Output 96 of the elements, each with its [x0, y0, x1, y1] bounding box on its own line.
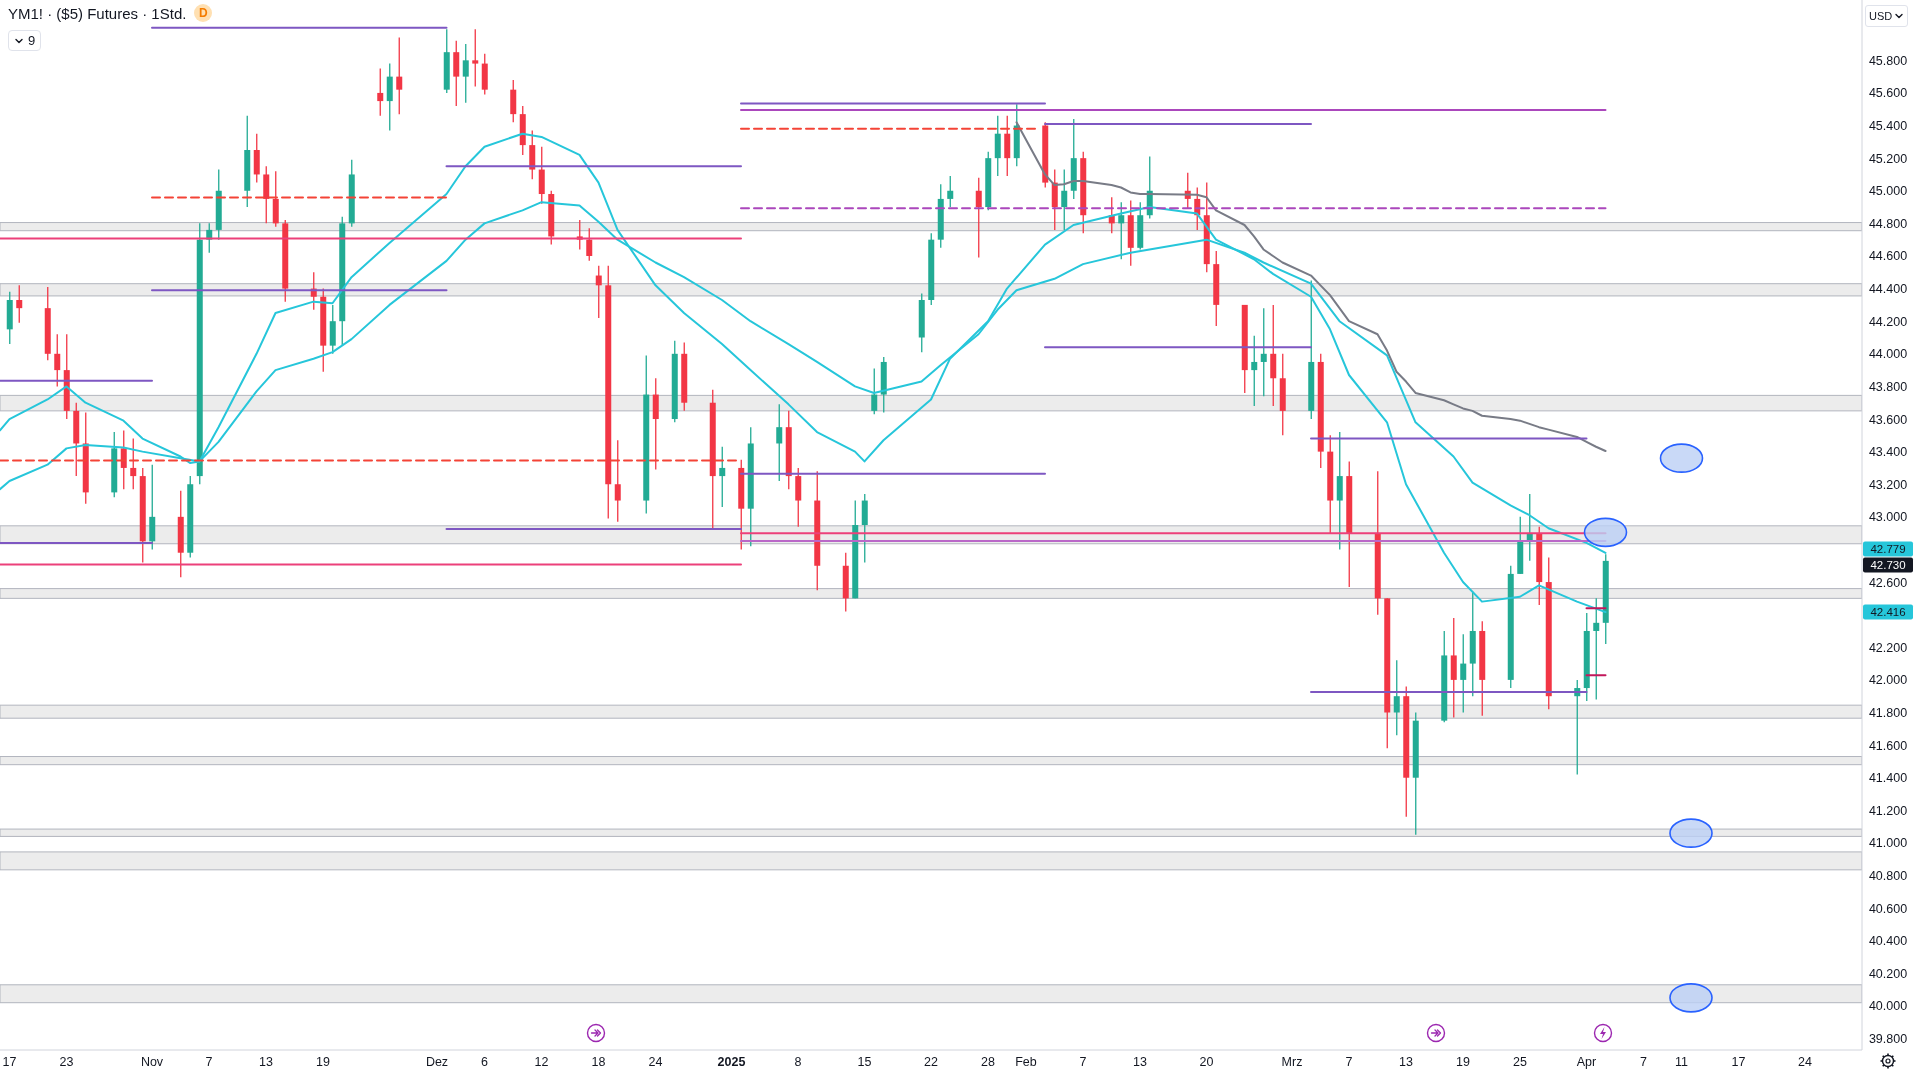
x-tick-label: 19: [316, 1055, 330, 1069]
candlestick: [120, 429, 127, 490]
candlestick: [614, 439, 621, 523]
y-tick-label: 44.000: [1868, 347, 1908, 362]
y-tick-label: 42.200: [1868, 640, 1908, 655]
x-tick-label: 15: [857, 1055, 872, 1069]
y-tick-label: 45.000: [1868, 184, 1908, 199]
y-tick-label: 41.600: [1868, 738, 1908, 753]
x-tick-label: 13: [1399, 1055, 1413, 1069]
y-tick-label: 41.400: [1868, 771, 1908, 786]
x-tick-label: 7: [1079, 1055, 1087, 1069]
y-tick-label: 40.200: [1868, 966, 1908, 981]
y-tick-label: 40.000: [1868, 999, 1908, 1014]
y-tick-label: 41.800: [1868, 706, 1908, 720]
y-tick-label: 39.800: [1868, 1032, 1908, 1047]
x-tick-label: 19: [1456, 1055, 1470, 1069]
y-tick-label: 42.600: [1868, 575, 1908, 590]
y-tick-label: 44.200: [1868, 314, 1908, 329]
candlestick: [776, 403, 783, 482]
x-tick-label: 11: [1675, 1055, 1689, 1069]
candlestick: [1460, 633, 1467, 714]
x-tick-label: Nov: [140, 1055, 164, 1069]
candlestick: [54, 333, 61, 388]
y-tick-label: 41.000: [1868, 836, 1908, 851]
currency-button: USD: [1865, 5, 1909, 27]
candlestick: [396, 36, 403, 115]
candlestick: [975, 177, 982, 259]
y-tick-label: 42.779: [1870, 542, 1906, 555]
x-tick-label: 17: [2, 1055, 17, 1069]
y-tick-label: 43.600: [1868, 412, 1908, 427]
x-tick-label: Mrz: [1281, 1055, 1303, 1069]
x-tick-label: 25: [1513, 1055, 1527, 1069]
y-tick-label: 42.000: [1868, 673, 1908, 688]
x-tick-label: 22: [924, 1055, 938, 1069]
candlestick: [586, 227, 593, 262]
y-tick-label: 44.800: [1868, 216, 1908, 231]
candlestick: [947, 175, 954, 208]
y-tick-label: 43.200: [1868, 477, 1908, 492]
price-tag: 42.779: [1863, 541, 1913, 557]
y-tick-label: 42.730: [1870, 558, 1906, 571]
y-tick-label: 42.416: [1870, 606, 1906, 619]
price-tag: 42.730: [1863, 557, 1913, 573]
candlestick: [1260, 307, 1267, 397]
annotation: 9: [28, 33, 36, 48]
toggle-button: 9: [8, 30, 42, 51]
y-tick-label: 43.400: [1868, 445, 1908, 460]
status-badge: D: [194, 4, 213, 22]
x-tick-label: 18: [591, 1055, 606, 1069]
y-tick-label: 40.800: [1868, 869, 1908, 884]
x-tick-label: 7: [1640, 1055, 1648, 1069]
line-series: [0, 132, 1607, 614]
candlestick: [462, 43, 469, 104]
y-tick-label: 45.400: [1868, 119, 1908, 134]
x-tick-label: 2025: [717, 1055, 746, 1069]
candlestick: [1593, 597, 1600, 701]
x-tick-label: 7: [205, 1055, 213, 1069]
candlestick: [719, 446, 726, 508]
x-tick-label: 24: [648, 1055, 663, 1069]
x-tick-label: 23: [59, 1055, 74, 1069]
y-tick-label: 44.400: [1868, 282, 1908, 297]
x-tick-label: 13: [1133, 1055, 1147, 1069]
y-tick-label: 44.600: [1868, 249, 1908, 264]
candlestick: [871, 367, 878, 415]
y-tick-label: 41.200: [1868, 803, 1908, 818]
x-tick-label: 7: [1345, 1055, 1353, 1069]
chart-title: YM1! · ($5) Futures · 1Std.: [8, 4, 187, 22]
x-tick-label: Feb: [1015, 1055, 1037, 1069]
candlestick: [377, 67, 384, 117]
candlestick: [1251, 335, 1258, 407]
y-tick-label: 43.800: [1868, 379, 1908, 394]
y-tick-label: 45.800: [1868, 53, 1908, 68]
y-axis-title: USD: [1869, 10, 1893, 22]
candlestick: [16, 284, 23, 324]
x-tick-label: 20: [1199, 1055, 1214, 1069]
x-tick-label: Dez: [425, 1055, 449, 1069]
y-tick-label: 40.600: [1868, 901, 1908, 916]
candlestick: [1118, 201, 1125, 260]
candlestick: [130, 437, 137, 490]
x-tick-label: 8: [794, 1055, 802, 1069]
y-tick-label: 45.200: [1868, 151, 1908, 166]
line-series: [1015, 121, 1607, 452]
candlestick: [1061, 168, 1068, 231]
x-tick-label: 28: [981, 1055, 995, 1069]
y-tick-label: 45.600: [1868, 86, 1908, 101]
x-tick-label: 6: [481, 1055, 489, 1069]
x-tick-label: 13: [259, 1055, 273, 1069]
x-tick-label: 12: [534, 1055, 549, 1069]
price-tag: 42.416: [1863, 604, 1913, 620]
candlestick: [595, 265, 602, 319]
x-tick-label: 17: [1731, 1055, 1746, 1069]
y-tick-label: 43.000: [1868, 510, 1908, 525]
candlestick: [1393, 659, 1400, 736]
x-tick-label: Apr: [1576, 1055, 1597, 1069]
candlestick: [472, 28, 479, 88]
y-tick-label: 40.400: [1868, 934, 1908, 949]
x-tick-label: 24: [1798, 1055, 1812, 1069]
